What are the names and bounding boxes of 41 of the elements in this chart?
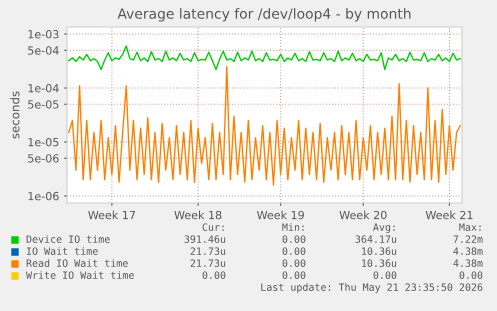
y-tick-label: 1e-05 (28, 138, 58, 146)
text: 10.36u (362, 259, 396, 267)
x-tick-label: Week 21 (426, 210, 472, 220)
text: 21.73u (190, 259, 226, 267)
legend-label: Write IO Wait time (26, 271, 134, 279)
legend-label: IO Wait time (26, 247, 98, 255)
y-tick-label: 1e-06 (28, 192, 59, 200)
text: 7.22m (454, 235, 483, 243)
y-tick-label: 5e-04 (28, 46, 59, 55)
text: 0.00 (460, 271, 482, 279)
text: 0.00 (282, 235, 306, 243)
x-tick-label: Week 20 (340, 210, 387, 220)
text: 21.73u (190, 247, 226, 255)
text: Max: (459, 223, 481, 231)
text: 364.17u (356, 235, 396, 243)
legend-label: Device IO time (26, 235, 110, 243)
y-tick-label: 1e-03 (28, 30, 58, 38)
text: 4.38m (453, 259, 483, 267)
text: 0.00 (374, 271, 396, 279)
text: 391.46u (184, 235, 226, 243)
text: 0.00 (282, 247, 306, 255)
text: 4.38m (453, 247, 483, 255)
legend-label: Read IO Wait time (26, 259, 128, 267)
line-series (68, 66, 461, 186)
y-tick-label: 1e-04 (28, 84, 59, 92)
y-axis-title: seconds (10, 91, 20, 138)
text: 0.00 (282, 259, 306, 267)
y-tick-label: 5e-05 (28, 100, 58, 109)
text: 0.00 (282, 271, 306, 279)
x-tick-label: Week 19 (256, 210, 304, 220)
chart-title: Average latency for /dev/loop4 - by month (118, 8, 410, 22)
x-tick-label: Week 17 (88, 210, 135, 220)
x-tick-label: Week 18 (174, 210, 222, 220)
line-series (68, 45, 461, 70)
text: 10.36u (362, 247, 396, 255)
text: Cur: (202, 223, 224, 231)
text: 0.00 (202, 271, 226, 279)
y-tick-label: 5e-06 (28, 154, 59, 163)
text: Last update: Thu May 21 23:35:50 2026 (261, 283, 482, 293)
text: Min: (282, 223, 304, 231)
text: Avg: (373, 223, 395, 233)
